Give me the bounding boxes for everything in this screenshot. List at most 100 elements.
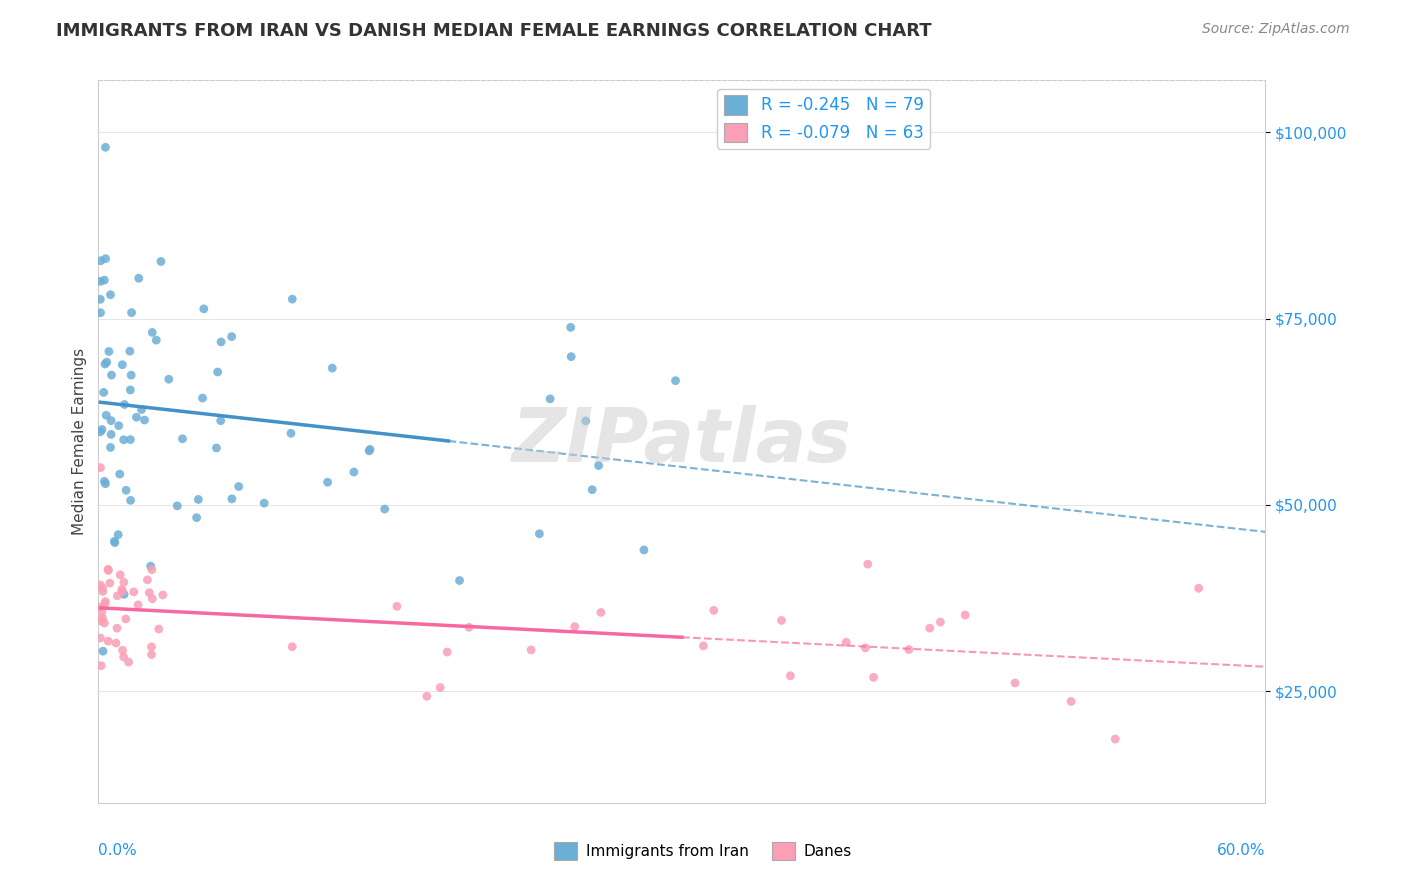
- Point: [280, 426, 302, 441]
- Point: [538, 392, 561, 406]
- Point: [111, 643, 134, 657]
- Point: [115, 483, 138, 498]
- Point: [89, 274, 111, 288]
- Point: [191, 391, 214, 405]
- Point: [145, 333, 167, 347]
- Point: [221, 329, 243, 343]
- Point: [89, 306, 111, 320]
- Point: [1004, 676, 1026, 690]
- Legend: R = -0.245   N = 79, R = -0.079   N = 63: R = -0.245 N = 79, R = -0.079 N = 63: [717, 88, 931, 149]
- Point: [89, 460, 111, 475]
- Point: [103, 534, 125, 549]
- Point: [112, 433, 135, 447]
- Point: [127, 598, 149, 612]
- Legend: Immigrants from Iran, Danes: Immigrants from Iran, Danes: [548, 836, 858, 866]
- Point: [104, 535, 127, 549]
- Point: [97, 563, 120, 577]
- Point: [94, 140, 117, 154]
- Point: [94, 594, 117, 608]
- Point: [136, 573, 159, 587]
- Point: [281, 640, 304, 654]
- Y-axis label: Median Female Earnings: Median Female Earnings: [72, 348, 87, 535]
- Point: [108, 567, 131, 582]
- Point: [94, 252, 117, 266]
- Point: [93, 273, 115, 287]
- Point: [770, 614, 793, 628]
- Point: [97, 344, 120, 359]
- Point: [918, 621, 941, 635]
- Point: [141, 563, 163, 577]
- Point: [90, 614, 112, 628]
- Point: [111, 358, 134, 372]
- Point: [94, 476, 117, 491]
- Point: [120, 433, 142, 447]
- Point: [128, 271, 150, 285]
- Point: [205, 441, 228, 455]
- Point: [114, 397, 136, 411]
- Point: [112, 575, 135, 590]
- Point: [141, 648, 163, 662]
- Point: [633, 542, 655, 557]
- Point: [94, 597, 117, 611]
- Point: [281, 292, 304, 306]
- Point: [856, 557, 879, 571]
- Point: [187, 492, 209, 507]
- Point: [89, 425, 111, 439]
- Point: [835, 635, 858, 649]
- Point: [120, 493, 142, 508]
- Point: [90, 605, 112, 619]
- Point: [1104, 732, 1126, 747]
- Point: [89, 578, 111, 592]
- Point: [107, 418, 129, 433]
- Text: ZIPatlas: ZIPatlas: [512, 405, 852, 478]
- Point: [105, 621, 128, 635]
- Point: [125, 410, 148, 425]
- Point: [93, 385, 115, 400]
- Point: [149, 254, 172, 268]
- Point: [111, 584, 134, 599]
- Point: [436, 645, 458, 659]
- Point: [105, 636, 128, 650]
- Point: [416, 690, 439, 704]
- Point: [91, 584, 114, 599]
- Point: [111, 582, 134, 597]
- Point: [141, 326, 163, 340]
- Point: [97, 634, 120, 648]
- Point: [581, 483, 603, 497]
- Point: [359, 442, 381, 457]
- Point: [1188, 582, 1211, 596]
- Point: [166, 499, 188, 513]
- Text: 60.0%: 60.0%: [1218, 843, 1265, 858]
- Point: [89, 293, 111, 307]
- Point: [100, 427, 122, 442]
- Point: [100, 287, 122, 301]
- Point: [107, 527, 129, 541]
- Point: [90, 658, 112, 673]
- Point: [193, 301, 215, 316]
- Point: [117, 655, 139, 669]
- Point: [209, 414, 232, 428]
- Point: [321, 361, 343, 376]
- Point: [89, 631, 111, 645]
- Point: [141, 640, 163, 654]
- Point: [96, 355, 118, 369]
- Point: [122, 585, 145, 599]
- Point: [139, 559, 162, 574]
- Point: [98, 576, 121, 591]
- Point: [120, 368, 142, 383]
- Point: [449, 574, 471, 588]
- Point: [100, 414, 122, 428]
- Point: [692, 639, 714, 653]
- Point: [121, 305, 143, 319]
- Point: [374, 502, 396, 516]
- Point: [228, 479, 250, 493]
- Point: [560, 350, 582, 364]
- Point: [90, 253, 112, 268]
- Point: [221, 491, 243, 506]
- Text: IMMIGRANTS FROM IRAN VS DANISH MEDIAN FEMALE EARNINGS CORRELATION CHART: IMMIGRANTS FROM IRAN VS DANISH MEDIAN FE…: [56, 22, 932, 40]
- Point: [359, 443, 381, 458]
- Point: [152, 588, 174, 602]
- Point: [520, 643, 543, 657]
- Point: [575, 414, 598, 428]
- Point: [529, 526, 551, 541]
